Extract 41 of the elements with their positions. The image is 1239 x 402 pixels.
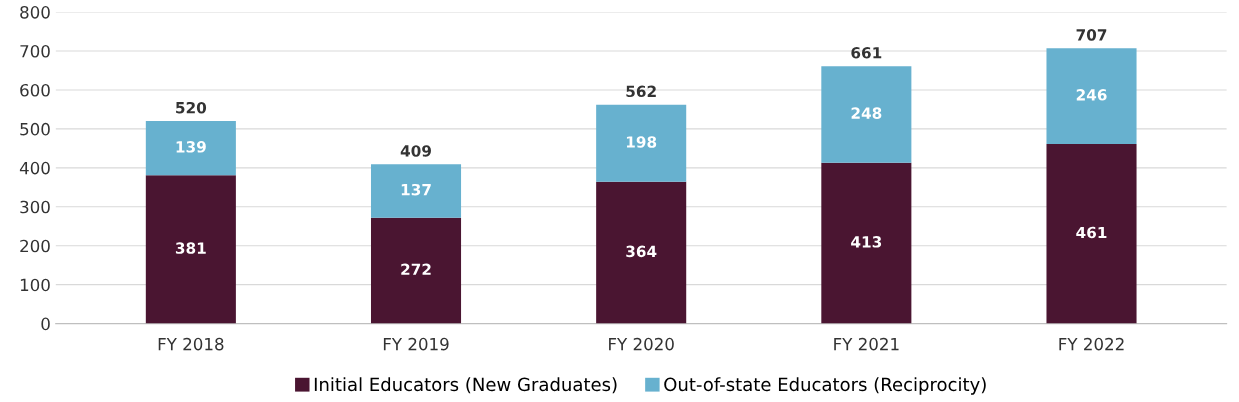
x-tick-label: FY 2022 [1059, 337, 1124, 351]
data-label: 413 [851, 236, 882, 248]
x-tick-label: FY 2020 [609, 337, 674, 351]
data-label: 272 [401, 263, 431, 275]
total-label: 562 [626, 85, 656, 98]
bar [1046, 144, 1137, 324]
bar [596, 181, 687, 324]
data-label: 248 [851, 107, 882, 119]
y-tick-label: 300 [20, 200, 50, 214]
x-tick-label: FY 2019 [383, 337, 449, 351]
data-label: 246 [1076, 89, 1107, 101]
data-label: 198 [626, 136, 657, 148]
bar [145, 175, 236, 324]
y-tick-label: 0 [41, 317, 50, 331]
data-label: 137 [401, 183, 431, 196]
y-tick-label: 100 [20, 278, 50, 292]
data-label: 364 [626, 245, 657, 258]
y-tick-label: 600 [20, 83, 50, 97]
y-tick-label: 200 [20, 239, 50, 253]
bar [821, 66, 912, 163]
bar [370, 164, 462, 218]
y-tick-label: 400 [19, 161, 50, 175]
y-tick-label: 500 [20, 122, 50, 136]
legend-label: Out-of-state Educators (Reciprocity) [664, 377, 986, 395]
data-label: 461 [1076, 226, 1107, 239]
bar [821, 162, 912, 324]
legend-label: Initial Educators (New Graduates) [314, 377, 617, 394]
total-label: 707 [1076, 29, 1107, 41]
bar [1046, 48, 1137, 145]
total-label: 661 [851, 47, 882, 59]
bar [370, 217, 462, 324]
total-label: 409 [400, 145, 431, 157]
total-label: 520 [176, 101, 207, 114]
y-tick-label: 800 [20, 6, 50, 19]
bar [596, 104, 687, 182]
data-label: 381 [175, 242, 206, 254]
x-tick-label: FY 2021 [834, 337, 899, 351]
bar [145, 121, 236, 176]
data-label: 139 [176, 141, 206, 153]
y-tick-label: 700 [20, 44, 50, 58]
x-tick-label: FY 2018 [158, 337, 224, 351]
